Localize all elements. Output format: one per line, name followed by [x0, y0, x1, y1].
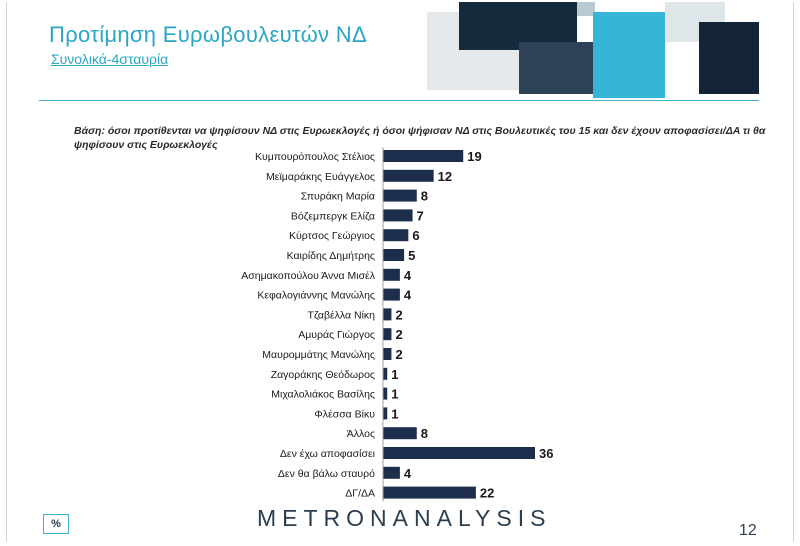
decorative-square	[699, 22, 759, 94]
bar	[383, 367, 388, 380]
bar-chart: Κυμπουρόπουλος Στέλιος 19 Μεϊμαράκης Ευάγγ…	[241, 147, 553, 502]
bar	[383, 209, 413, 222]
category-label: Βόζεμπεργκ Ελίζα	[291, 210, 375, 222]
metron-analysis-logo: METRONANALYSIS	[257, 505, 552, 531]
bar	[383, 308, 392, 321]
category-label: Άλλος	[347, 428, 375, 440]
bar-value-label: 4	[404, 288, 412, 303]
bar-value-label: 8	[421, 189, 428, 204]
page-number: 12	[739, 522, 757, 539]
category-label: Σπυράκη Μαρία	[301, 191, 375, 203]
bar-value-label: 19	[467, 149, 481, 164]
category-label: Ασημακοπούλου Άννα Μισέλ	[241, 270, 375, 282]
bar-value-label: 2	[395, 347, 402, 362]
bar-value-label: 2	[395, 327, 402, 342]
bar-value-label: 8	[421, 426, 428, 441]
bar-value-label: 5	[408, 248, 415, 263]
bar-value-label: 4	[404, 268, 412, 283]
bar	[383, 189, 417, 202]
bar	[383, 150, 464, 162]
category-label: Κυμπουρόπουλος Στέλιος	[255, 151, 375, 163]
base-note: Βάση: όσοι προτίθενται να ψηφίσουν ΝΔ στ…	[74, 125, 766, 151]
bar	[383, 268, 400, 281]
bar-value-label: 1	[391, 387, 398, 402]
decorative-square	[519, 42, 595, 94]
bar	[383, 249, 405, 261]
bar	[383, 169, 434, 182]
bar-value-label: 7	[417, 208, 424, 223]
bar	[383, 407, 388, 420]
bar-value-label: 22	[480, 486, 494, 501]
category-label: Δεν έχω αποφασίσει	[280, 448, 376, 460]
bar-value-label: 12	[438, 169, 452, 184]
bar	[383, 288, 400, 301]
category-label: Καιρίδης Δημήτρης	[287, 250, 375, 262]
category-label: Δεν θα βάλω σταυρό	[278, 468, 375, 480]
page-subtitle: Συνολικά-4σταυρία	[51, 51, 169, 67]
bar	[383, 486, 476, 499]
bar	[383, 387, 388, 400]
bar-value-label: 6	[412, 228, 419, 243]
page-title: Προτίμηση Ευρωβουλευτών ΝΔ	[49, 22, 367, 47]
bar	[383, 348, 392, 360]
category-label: Κύρτσος Γεώργιος	[289, 230, 375, 242]
bar-value-label: 1	[391, 406, 398, 421]
category-label: Μιχαλολιάκος Βασίλης	[271, 389, 375, 401]
category-label: Αμυράς Γιώργος	[298, 329, 375, 341]
category-label: ΔΓ/ΔΑ	[345, 488, 375, 500]
bar-value-label: 36	[539, 446, 553, 461]
bar-value-label: 4	[404, 466, 412, 481]
category-label: Μαυρομμάτης Μανώλης	[262, 349, 375, 361]
bar-value-label: 2	[395, 307, 402, 322]
unit-badge: %	[43, 514, 69, 534]
bar	[383, 229, 409, 242]
slide: Προτίμηση Ευρωβουλευτών ΝΔ Συνολικά-4στα…	[6, 2, 794, 542]
category-label: Φλέσσα Βίκυ	[314, 408, 375, 420]
category-label: Ζαγοράκης Θεόδωρος	[271, 369, 375, 381]
category-label: Κεφαλογιάννης Μανώλης	[257, 290, 375, 302]
bar	[383, 466, 400, 479]
category-label: Μεϊμαράκης Ευάγγελος	[266, 171, 375, 183]
bar	[383, 447, 535, 459]
bar	[383, 427, 417, 440]
category-label: Τζαβέλλα Νίκη	[308, 309, 376, 321]
bar	[383, 328, 392, 341]
bar-value-label: 1	[391, 367, 398, 382]
header-divider	[39, 100, 759, 101]
decorative-square	[593, 12, 665, 98]
